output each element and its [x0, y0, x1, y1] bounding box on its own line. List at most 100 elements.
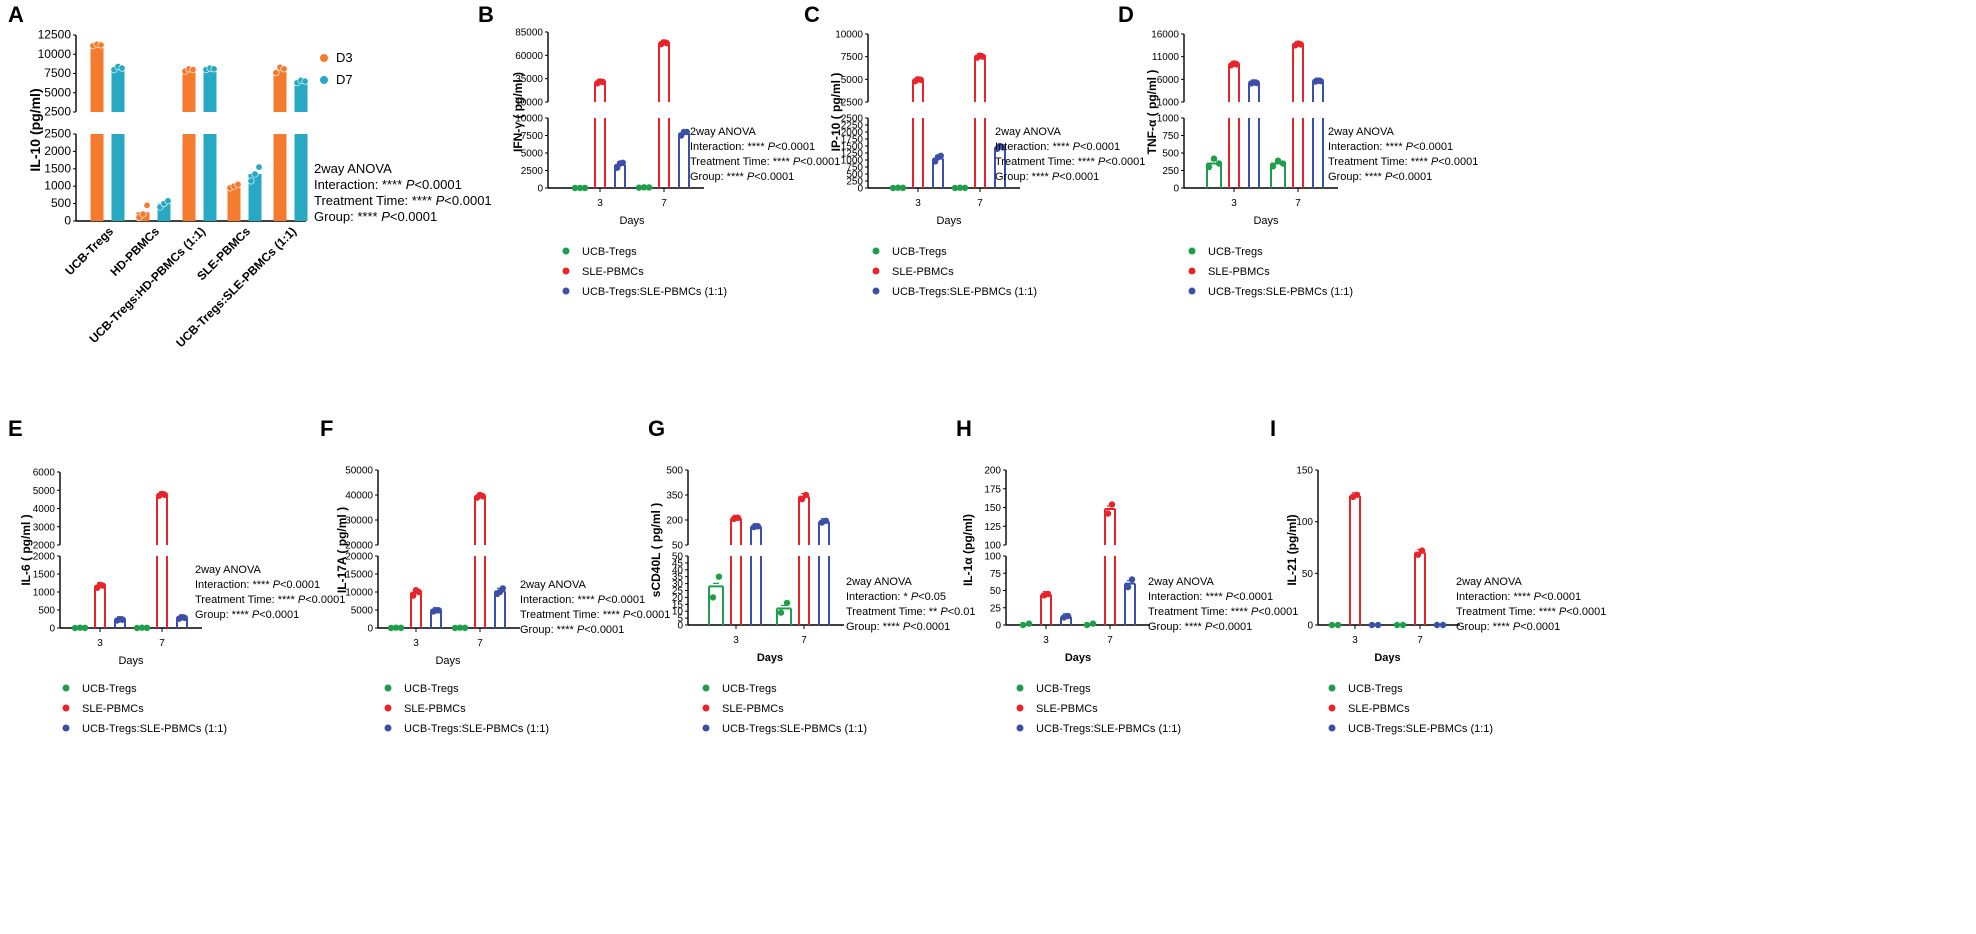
- stats-line: Treatment Time: **** P<0.0001: [1328, 156, 1478, 168]
- legend-marker: [384, 684, 392, 692]
- legend-marker: [320, 54, 328, 62]
- legend-label: UCB-Tregs: [82, 683, 137, 695]
- legend-marker: [320, 76, 328, 84]
- point-ucb-tregs: [143, 624, 151, 632]
- point-zero: [1433, 621, 1441, 629]
- panel-letter: H: [956, 416, 972, 441]
- bar-d3: [227, 186, 241, 221]
- legend-marker: [1328, 704, 1336, 712]
- point-d3: [280, 65, 288, 73]
- y-tick-label: 10000: [345, 588, 373, 599]
- sle-pbmcs-point: [802, 491, 810, 499]
- point-ucb-tregs: [783, 599, 791, 607]
- y-tick-label: 2000: [33, 552, 56, 563]
- y-tick-label: 15: [672, 600, 684, 611]
- legend-label: UCB-Tregs:SLE-PBMCs (1:1): [1348, 723, 1493, 735]
- y-tick-label: 2250: [841, 121, 864, 132]
- y-tick-label: 10000: [515, 114, 543, 125]
- sle-pbmcs-point: [1414, 551, 1422, 558]
- bar-d3: [90, 134, 104, 221]
- y-tick-label: 750: [846, 163, 863, 174]
- point-ucb-tregs: [709, 594, 717, 601]
- y-tick-label: 1750: [841, 135, 864, 146]
- y-tick-label: 750: [1162, 131, 1179, 142]
- legend-marker: [562, 267, 570, 275]
- y-tick-label: 45: [672, 558, 684, 569]
- y-axis-label: IL-17A ( pg/ml ): [335, 507, 349, 593]
- sle-pbmcs-point: [1108, 501, 1116, 508]
- ucb-sle-mix-point: [181, 614, 188, 622]
- bar-d7: [203, 68, 217, 112]
- stats-line: Group: **** P<0.0001: [195, 609, 299, 621]
- y-tick-label: 100: [1296, 517, 1313, 528]
- legend-marker: [872, 287, 880, 295]
- y-tick-label: 40: [672, 565, 684, 576]
- x-category-label: 7: [1417, 635, 1423, 646]
- y-tick-label: 5: [677, 614, 683, 625]
- point-d3: [143, 201, 151, 209]
- bar-d3: [273, 134, 287, 221]
- point-ucb-tregs: [1083, 621, 1091, 629]
- y-tick-label: 150: [984, 503, 1001, 514]
- y-tick-label: 1500: [33, 570, 56, 581]
- legend-label: SLE-PBMCs: [582, 266, 644, 278]
- x-category-label: 7: [661, 198, 667, 209]
- chart-panel-i: I 0 50 100 150 IL-21 (pg/ml) 3 7 Days UCB-Tregs SL…: [1270, 416, 1606, 735]
- y-tick-label: 25: [990, 603, 1002, 614]
- x-axis-label: Days: [1253, 215, 1279, 227]
- point-d3: [139, 210, 147, 218]
- x-category-label: 3: [1043, 635, 1049, 646]
- legend-label: UCB-Tregs: [582, 246, 637, 258]
- y-tick-label: 10: [672, 607, 684, 618]
- y-tick-label: 12500: [38, 28, 72, 42]
- x-category-label: 7: [159, 638, 165, 649]
- point-ucb-tregs: [451, 624, 459, 632]
- panel-letter: F: [320, 416, 333, 441]
- y-tick-label: 0: [1307, 621, 1313, 632]
- panel-letter: B: [478, 2, 494, 27]
- y-tick-label: 500: [846, 170, 863, 181]
- legend-marker: [62, 684, 70, 692]
- y-tick-label: 2500: [44, 127, 71, 141]
- y-tick-label: 20: [672, 593, 684, 604]
- stats-line: 2way ANOVA: [520, 579, 586, 591]
- point-d3: [97, 41, 105, 49]
- y-tick-label: 2000: [44, 144, 71, 158]
- legend-marker: [384, 724, 392, 732]
- x-category-label: 3: [97, 638, 103, 649]
- point-ucb-tregs: [456, 624, 464, 631]
- stats-line: Group: **** P<0.0001: [995, 171, 1099, 183]
- point-d7: [118, 64, 126, 72]
- y-tick-label: 40000: [345, 491, 373, 502]
- point-ucb-tregs: [1334, 621, 1342, 629]
- y-tick-label: 250: [846, 177, 863, 188]
- stats-line: Treatment Time: **** P<0.0001: [1148, 606, 1298, 618]
- y-tick-label: 200: [666, 516, 683, 527]
- sle-pbmcs-point: [979, 53, 986, 60]
- y-tick-label: 3000: [33, 522, 56, 533]
- sle-pbmcs-point: [99, 582, 107, 589]
- stats-line: Interaction: **** P<0.0001: [314, 177, 462, 192]
- legend-label: UCB-Tregs:SLE-PBMCs (1:1): [82, 723, 227, 735]
- point-d3: [234, 180, 242, 188]
- y-tick-label: 16000: [1151, 30, 1179, 41]
- y-axis-label: IP-10 ( pg/ml ): [829, 73, 843, 152]
- x-category-label: 7: [1107, 635, 1113, 646]
- legend-marker: [872, 247, 880, 255]
- y-tick-label: 60000: [515, 51, 543, 62]
- stats-line: Treatment Time: **** P<0.0001: [314, 193, 492, 208]
- stats-line: Interaction: **** P<0.0001: [1148, 591, 1273, 603]
- legend-label: SLE-PBMCs: [892, 266, 954, 278]
- stats-line: 2way ANOVA: [1328, 126, 1394, 138]
- point-ucb-tregs: [76, 624, 84, 631]
- panel-letter: I: [1270, 416, 1276, 441]
- y-tick-label: 0: [49, 624, 55, 635]
- y-tick-label: 1500: [841, 142, 864, 153]
- legend-label: UCB-Tregs: [1036, 683, 1091, 695]
- point-ucb-tregs: [138, 624, 146, 631]
- stats-line: Group: **** P<0.0001: [846, 621, 950, 633]
- y-tick-label: 1250: [841, 149, 864, 160]
- sle-pbmcs-point: [663, 40, 670, 47]
